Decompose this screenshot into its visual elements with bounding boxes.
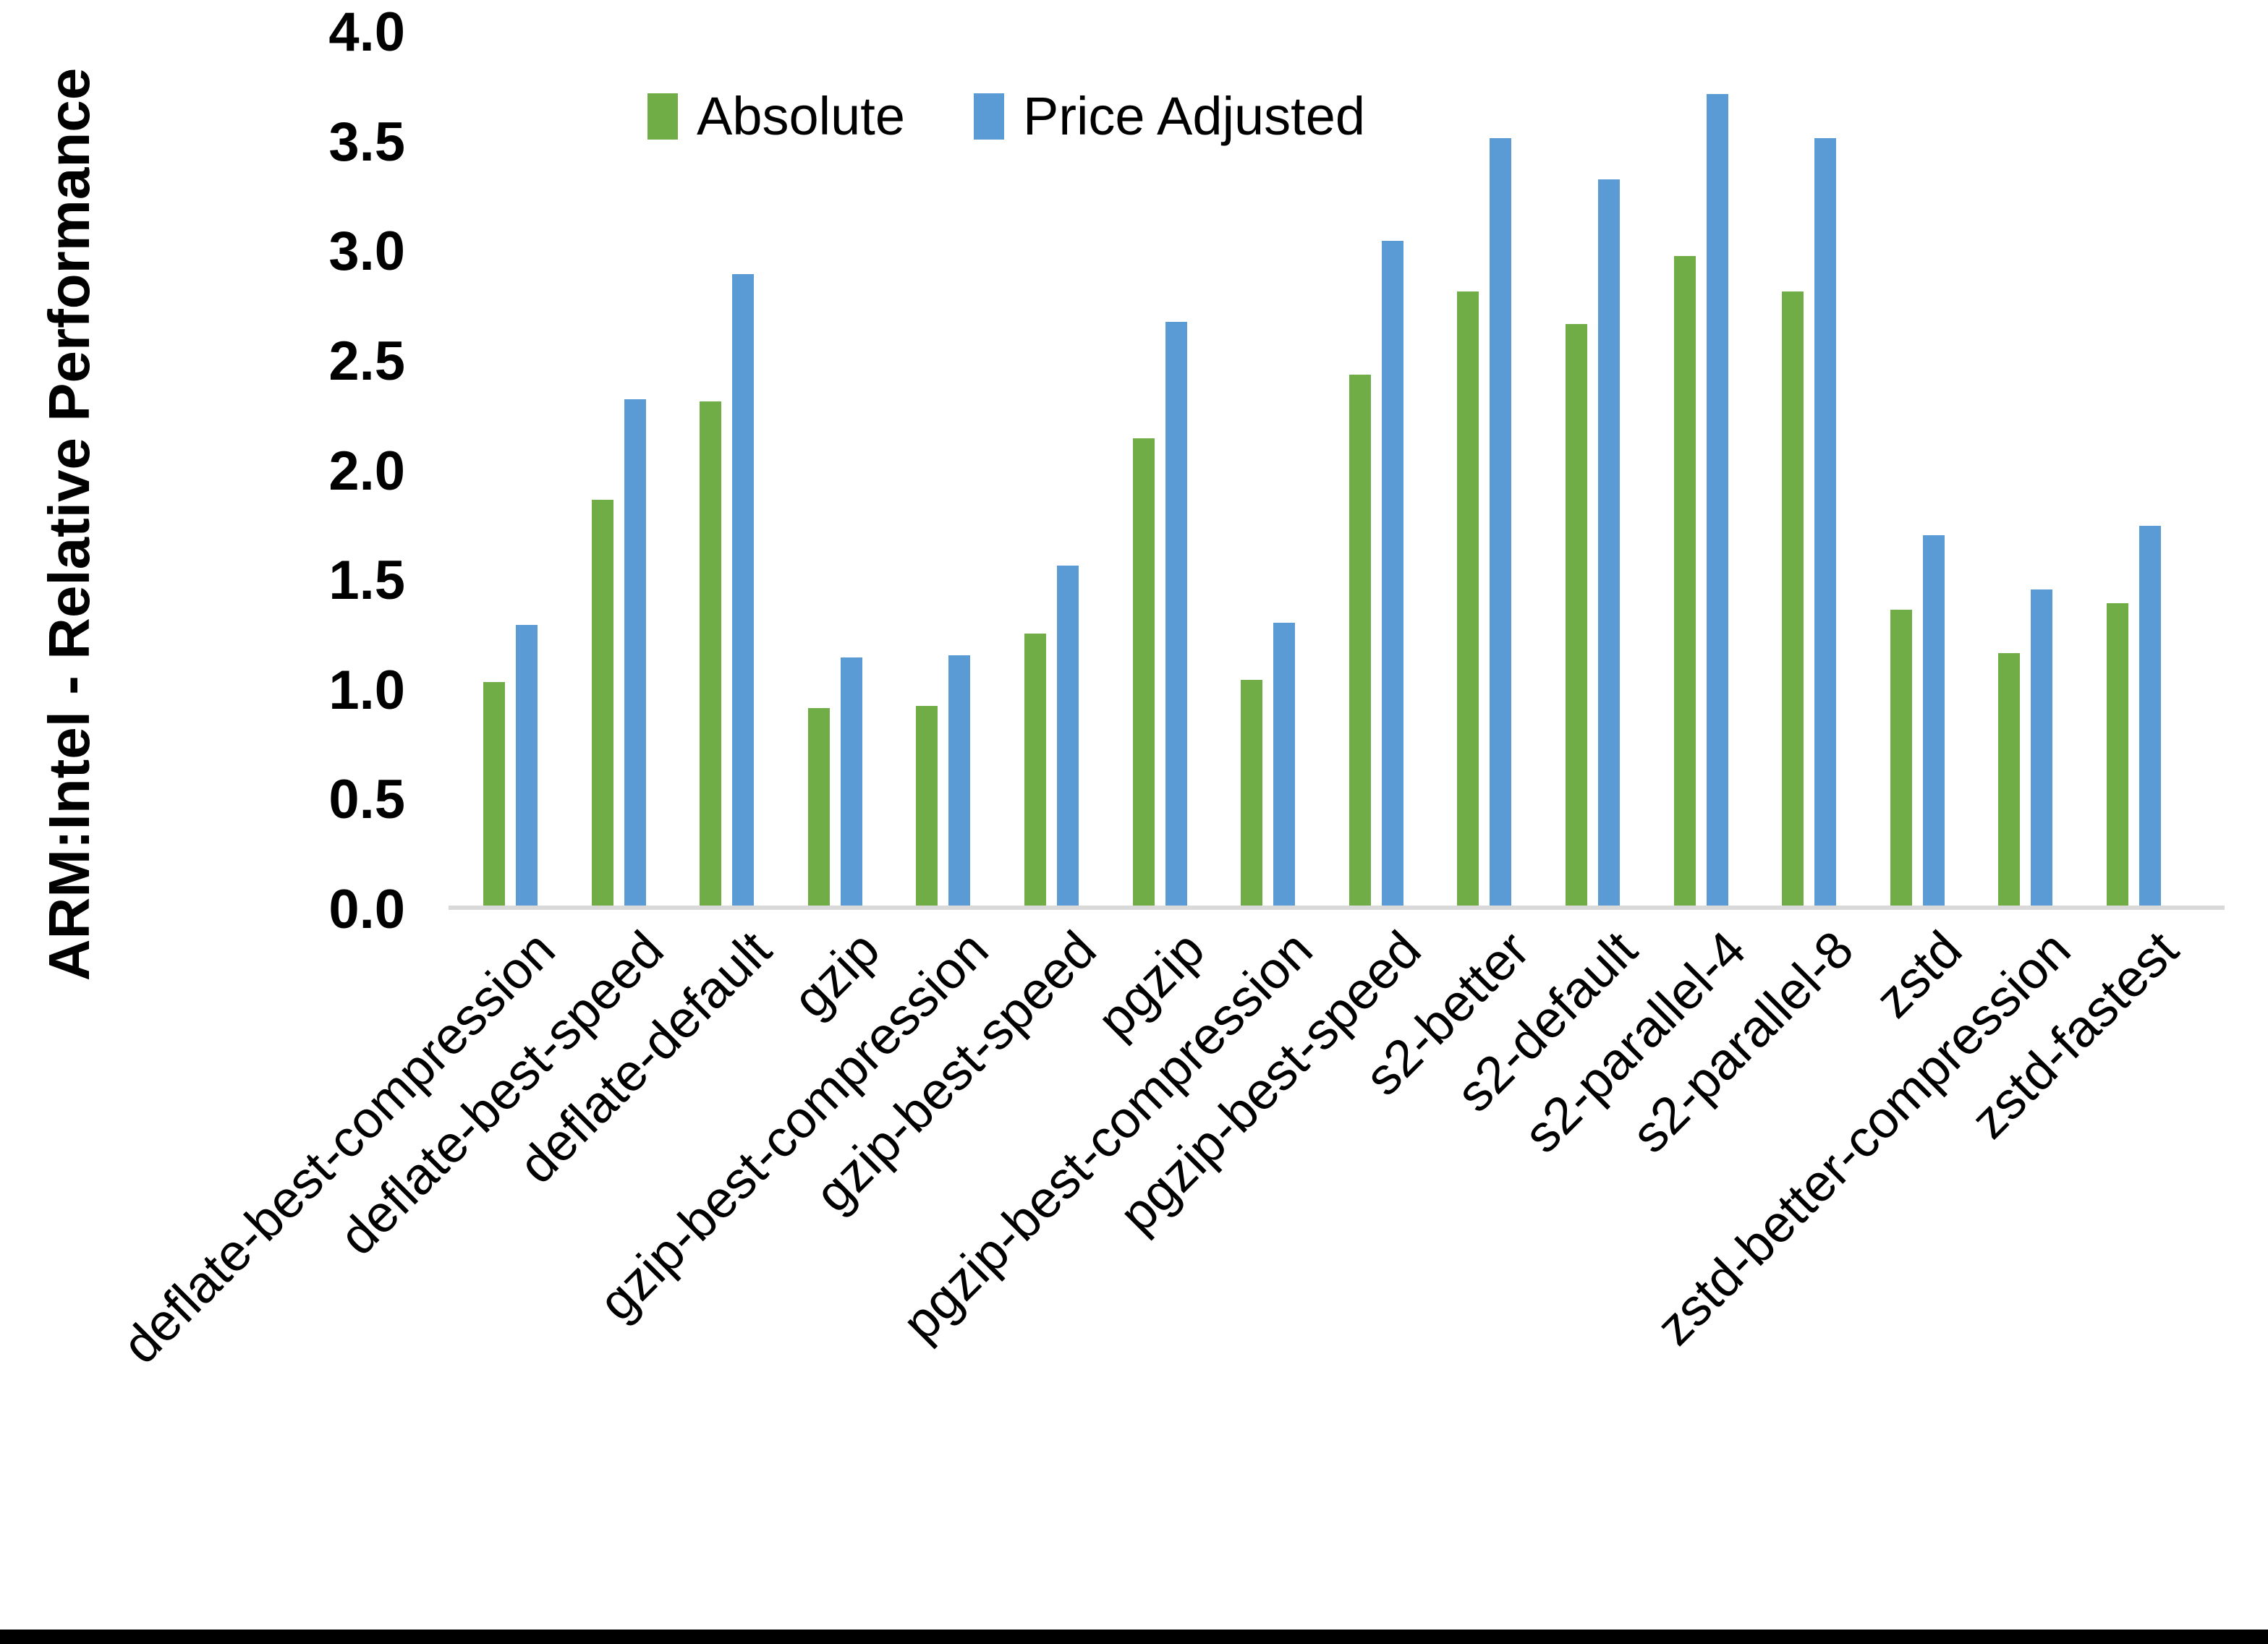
bar-price-adjusted	[624, 399, 646, 906]
bar-price-adjusted	[1597, 179, 1620, 906]
bar-absolute	[1782, 291, 1804, 906]
legend-swatch-absolute-icon	[647, 93, 678, 140]
bar-absolute	[1457, 291, 1479, 906]
bar-absolute	[1998, 653, 2021, 906]
bar-group: gzip	[782, 33, 891, 1029]
bar-group: pgzip-best-compression	[892, 33, 1324, 1353]
bar-group: gzip-best-compression	[587, 33, 999, 1332]
bar-price-adjusted	[2139, 526, 2161, 906]
bar-group: zstd-fastest	[1961, 33, 2190, 1149]
bar-price-adjusted	[1922, 534, 1945, 906]
plot-area: deflate-best-compression deflate-best-spe…	[111, 33, 2225, 1375]
bar-group: deflate-best-compression	[111, 33, 566, 1375]
y-tick-label: 0.5	[328, 769, 405, 831]
bar-price-adjusted	[1056, 566, 1079, 906]
y-tick-label: 1.5	[328, 550, 405, 612]
bar-price-adjusted	[948, 655, 971, 906]
legend-item-price-adjusted: Price Adjusted	[973, 85, 1366, 147]
bar-price-adjusted	[1381, 241, 1403, 906]
bar-group: zstd	[1864, 33, 1973, 1029]
bar-price-adjusted	[1706, 94, 1728, 906]
bar-price-adjusted	[1814, 137, 1837, 906]
bar-absolute	[1132, 438, 1155, 906]
bar-absolute	[2106, 602, 2128, 906]
legend: Absolute Price Adjusted	[647, 85, 1365, 147]
bar-group: zstd-better-compression	[1645, 33, 2081, 1356]
bottom-border-strip	[0, 1630, 2268, 1644]
bar-price-adjusted	[516, 624, 538, 906]
bar-absolute	[807, 708, 830, 906]
bar-absolute	[1349, 375, 1371, 906]
y-tick-label: 0.0	[328, 879, 405, 940]
bar-absolute	[1241, 679, 1263, 906]
bar-group: deflate-best-speed	[328, 33, 674, 1266]
y-tick-label: 3.5	[328, 111, 405, 173]
bar-group: pgzip	[1087, 33, 1215, 1049]
bar-group: s2-better	[1354, 33, 1540, 1107]
bar-price-adjusted	[732, 273, 755, 906]
legend-item-absolute: Absolute	[647, 85, 905, 147]
bar-absolute	[1673, 256, 1696, 906]
bar-group: deflate-default	[509, 33, 783, 1195]
bar-group: gzip-best-speed	[804, 33, 1108, 1223]
y-tick-label: 2.0	[328, 440, 405, 502]
bar-group: s2-parallel-8	[1621, 33, 1865, 1164]
y-tick-label: 1.0	[328, 659, 405, 721]
bar-price-adjusted	[840, 657, 862, 906]
bar-absolute	[1565, 324, 1587, 906]
bar-absolute	[916, 706, 938, 906]
y-tick-label: 4.0	[328, 1, 405, 63]
bar-price-adjusted	[1273, 622, 1296, 906]
bar-price-adjusted	[2031, 589, 2053, 906]
bar-absolute	[1890, 609, 1912, 906]
category-label: deflate-best-compression	[111, 920, 566, 1375]
bar-absolute	[483, 681, 505, 906]
bar-group: pgzip-best-speed	[1108, 33, 1432, 1244]
bar-absolute	[700, 401, 722, 906]
legend-swatch-price-adjusted-icon	[973, 93, 1004, 140]
y-axis-title: ARM:Intel - Relative Performance	[37, 67, 101, 981]
bar-group: s2-default	[1445, 33, 1649, 1123]
bar-group: s2-parallel-4	[1513, 33, 1757, 1164]
bar-absolute	[1024, 634, 1046, 906]
bar-price-adjusted	[1490, 137, 1512, 906]
y-tick-label: 3.0	[328, 221, 405, 283]
legend-label-absolute: Absolute	[697, 86, 905, 146]
legend-label-price-adjusted: Price Adjusted	[1022, 86, 1366, 146]
bar-absolute	[591, 500, 613, 906]
y-tick-label: 2.5	[328, 330, 405, 392]
bar-price-adjusted	[1165, 322, 1187, 906]
